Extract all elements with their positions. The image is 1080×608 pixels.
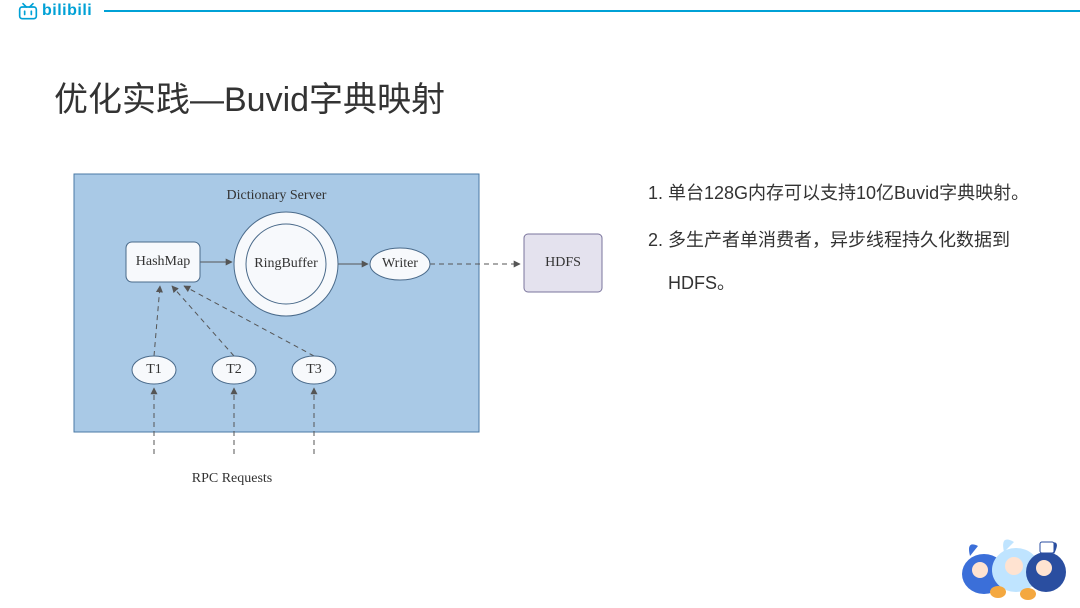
- svg-text:Writer: Writer: [382, 256, 418, 271]
- header-bar: bilibili: [0, 0, 1080, 22]
- svg-text:RPC Requests: RPC Requests: [192, 471, 273, 486]
- bullet-list: 单台128G内存可以支持10亿Buvid字典映射。多生产者单消费者，异步线程持久…: [624, 164, 1040, 504]
- svg-text:T2: T2: [226, 362, 242, 377]
- architecture-diagram: Dictionary Server HashMap RingBuffer Writer…: [54, 164, 624, 504]
- svg-text:HashMap: HashMap: [136, 254, 190, 269]
- header-underline: [104, 10, 1080, 12]
- slide-title: 优化实践—Buvid字典映射: [54, 72, 445, 121]
- svg-text:HDFS: HDFS: [545, 255, 581, 270]
- svg-text:T1: T1: [146, 362, 162, 377]
- bullet-item: 单台128G内存可以支持10亿Buvid字典映射。: [668, 172, 1040, 215]
- brand-text: bilibili: [42, 2, 92, 20]
- brand-logo: bilibili: [0, 2, 92, 20]
- mascot-image: [950, 512, 1070, 602]
- svg-text:Dictionary Server: Dictionary Server: [227, 188, 327, 203]
- content-row: Dictionary Server HashMap RingBuffer Writer…: [54, 164, 1040, 504]
- tv-icon: [18, 2, 38, 20]
- svg-text:RingBuffer: RingBuffer: [254, 256, 318, 271]
- bullet-item: 多生产者单消费者，异步线程持久化数据到HDFS。: [668, 219, 1040, 305]
- svg-text:T3: T3: [306, 362, 322, 377]
